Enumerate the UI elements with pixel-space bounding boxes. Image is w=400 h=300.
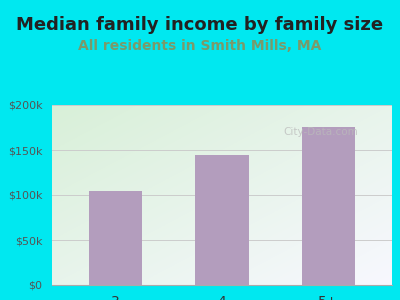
Bar: [89, 190, 142, 285]
Bar: [302, 128, 355, 285]
Text: Median family income by family size: Median family income by family size: [16, 16, 384, 34]
Text: City-Data.com: City-Data.com: [283, 127, 358, 137]
Bar: [196, 154, 248, 285]
Text: All residents in Smith Mills, MA: All residents in Smith Mills, MA: [78, 39, 322, 53]
